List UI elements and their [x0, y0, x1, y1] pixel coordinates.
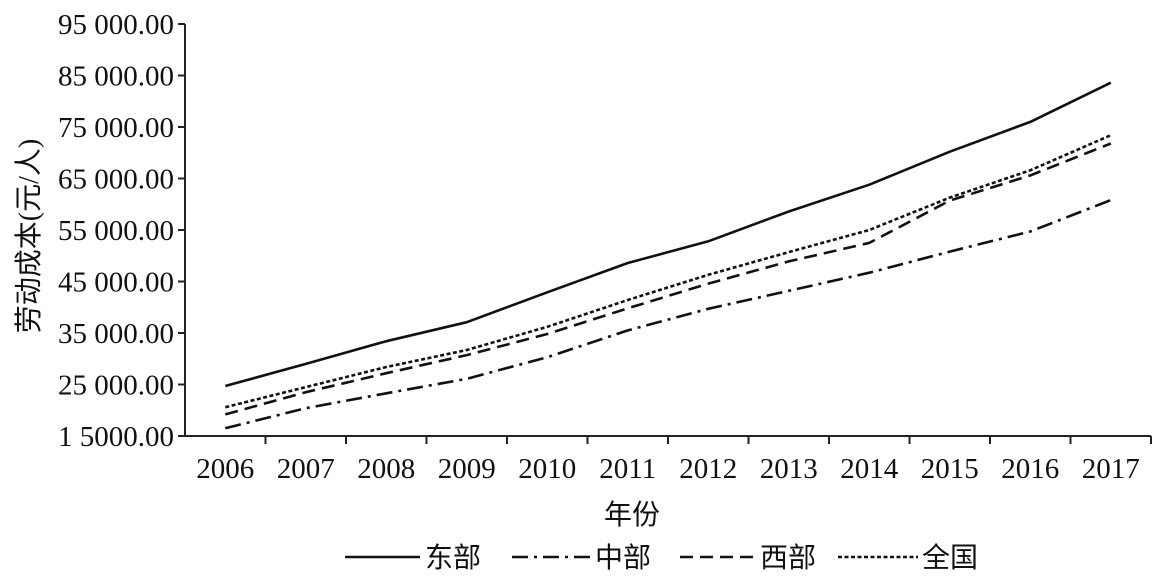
legend-label-1: 中部 [595, 542, 651, 574]
y-tick-label: 45 000.00 [58, 267, 174, 299]
legend-label-3: 全国 [922, 542, 978, 574]
y-tick-label: 25 000.00 [58, 370, 174, 402]
x-tick-label: 2015 [921, 453, 979, 485]
x-tick-label: 2014 [840, 453, 899, 485]
y-tick-label: 1 5000.00 [58, 421, 174, 453]
x-tick-label: 2017 [1082, 453, 1140, 485]
series-line-0 [224, 81, 1112, 388]
legend-label-2: 西部 [760, 542, 816, 574]
y-tick-label: 85 000.00 [58, 61, 174, 93]
x-tick-label: 2006 [196, 453, 254, 485]
series-line-2 [224, 142, 1112, 416]
x-tick-label: 2007 [277, 453, 335, 485]
x-tick-label: 2010 [518, 453, 576, 485]
x-tick-label: 2009 [438, 453, 496, 485]
x-tick-label: 2012 [679, 453, 737, 485]
x-tick-label: 2011 [599, 453, 656, 485]
x-tick-label: 2013 [760, 453, 818, 485]
x-axis-title: 年份 [604, 499, 660, 531]
series-line-1 [224, 198, 1112, 430]
y-tick-label: 65 000.00 [58, 164, 174, 196]
x-tick-label: 2008 [357, 453, 415, 485]
series-line-3 [224, 134, 1112, 409]
y-axis-title: 劳动成本(元/人) [13, 139, 45, 333]
y-tick-label: 55 000.00 [58, 215, 174, 247]
x-tick-label: 2016 [1001, 453, 1059, 485]
y-tick-label: 95 000.00 [58, 9, 174, 41]
y-tick-label: 35 000.00 [58, 318, 174, 350]
legend-label-0: 东部 [425, 542, 481, 574]
plot-area: 1 5000.00 25 000.00 35 000.00 45 000.00 55 0… [58, 9, 1152, 485]
legend: 东部 中部 西部 全国 [345, 542, 978, 574]
y-tick-label: 75 000.00 [58, 112, 174, 144]
